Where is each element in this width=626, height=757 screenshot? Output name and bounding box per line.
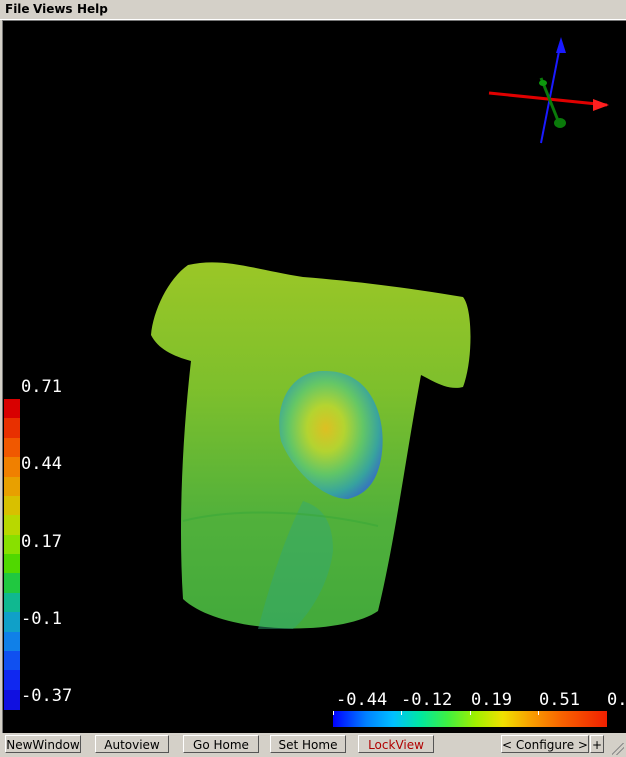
go-home-button[interactable]: Go Home <box>183 735 259 753</box>
new-window-button[interactable]: NewWindow <box>5 735 81 753</box>
colorbar-segment <box>4 631 20 652</box>
colorbar-segment <box>4 437 20 458</box>
resize-grip-icon[interactable] <box>612 743 624 755</box>
colorbar-segment <box>4 592 20 613</box>
autoview-button[interactable]: Autoview <box>95 735 169 753</box>
hbar-label: -0.12 <box>401 690 453 710</box>
hbar-label: 0.51 <box>539 690 580 710</box>
colorbar-label: 0.44 <box>21 454 62 474</box>
hbar-label: -0.44 <box>336 690 388 710</box>
set-home-button[interactable]: Set Home <box>270 735 346 753</box>
menu-file[interactable]: File <box>5 2 30 16</box>
colorbar-segment <box>4 554 20 574</box>
hbar-label: 0. <box>607 690 626 710</box>
plus-button[interactable]: + <box>590 735 604 753</box>
colorbar-label: -0.1 <box>21 609 62 629</box>
colorbar-segment <box>4 573 20 594</box>
colorbar-label: 0.17 <box>21 532 62 552</box>
torso-model <box>151 262 471 629</box>
colorbar-label-max: 0.71 <box>21 377 62 397</box>
lock-view-button[interactable]: LockView <box>358 735 434 753</box>
axes-gizmo-icon <box>488 37 609 144</box>
colorbar-segment <box>4 399 20 419</box>
toolbar: NewWindow Autoview Go Home Set Home Lock… <box>0 733 626 757</box>
menu-views[interactable]: Views <box>33 2 73 16</box>
colorbar-segment <box>4 689 20 710</box>
menu-help[interactable]: Help <box>77 2 108 16</box>
colorbar-segment <box>4 612 20 632</box>
colorbar-segment <box>4 534 20 555</box>
colorbar-segment <box>4 476 20 497</box>
colorbar-segment <box>4 457 20 477</box>
colorbar-segment <box>4 418 20 439</box>
colorbar-segment <box>4 515 20 536</box>
horizontal-colorbar <box>333 711 607 727</box>
menu-bar: File Views Help <box>0 0 626 20</box>
render-viewport[interactable]: 0.71 0.44 0.17 -0.1 -0.37 -0.44 -0.12 0.… <box>2 20 626 733</box>
colorbar-segment <box>4 650 20 671</box>
colorbar-segment <box>4 495 20 516</box>
vertical-colorbar <box>4 399 20 710</box>
colorbar-segment <box>4 670 20 691</box>
configure-button[interactable]: < Configure > <box>501 735 589 753</box>
colorbar-label-min: -0.37 <box>21 686 73 706</box>
hbar-label: 0.19 <box>471 690 512 710</box>
